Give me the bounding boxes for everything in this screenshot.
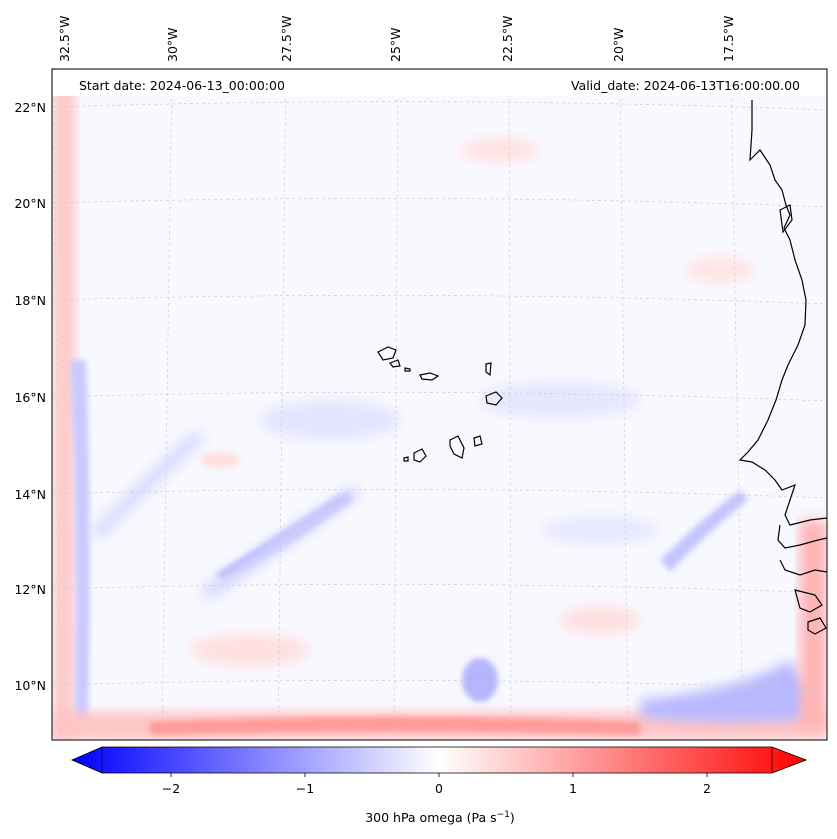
island-santiago (449, 435, 465, 459)
guinea-bissau-coastline (779, 559, 827, 576)
start-date-label: Start date: 2024-06-13_00:00:00 (79, 78, 285, 93)
colorbar-label-0: 0 (435, 781, 443, 796)
lat-label-18n: 18°N (14, 293, 46, 308)
lat-label-12n: 12°N (14, 582, 46, 597)
lon-label-30w: 30°W (165, 27, 180, 62)
longitude-labels: 32.5°W 30°W 27.5°W 25°W 22.5°W 20°W 17.5… (57, 16, 736, 62)
island-boa-vista (485, 391, 503, 406)
colorbar: −2 −1 0 1 2 300 hPa omega (Pa s−1) (70, 746, 808, 825)
valid-date-label: Valid_date: 2024-06-13T16:00:00.00 (571, 78, 800, 93)
coastal-island (807, 617, 827, 635)
bissagos-islands (794, 589, 823, 613)
south-strong-band (150, 717, 640, 735)
lon-label-27-5w: 27.5°W (279, 16, 294, 62)
map-background (52, 69, 827, 740)
lon-label-25w: 25°W (388, 27, 403, 62)
colorbar-title-exponent: −1 (497, 810, 510, 820)
colorbar-ticks (170, 773, 708, 777)
lat-label-16n: 16°N (14, 390, 46, 405)
west-descent-band (70, 360, 90, 720)
island-fogo (413, 448, 427, 463)
island-santo-antao (377, 346, 397, 361)
omega-field (52, 69, 827, 740)
east-boundary-band (800, 520, 827, 730)
colorbar-label-2: 2 (703, 781, 711, 796)
gridline-lat-10n (52, 680, 827, 690)
lon-label-20w: 20°W (611, 27, 626, 62)
colorbar-title-close: ) (510, 810, 515, 825)
colorbar-label-neg2: −2 (162, 781, 180, 796)
map-panel: Start date: 2024-06-13_00:00:00 Valid_da… (51, 68, 828, 741)
lat-label-20n: 20°N (14, 196, 46, 211)
light-updraft-area-2 (190, 634, 310, 666)
light-updraft-area-1 (460, 138, 540, 162)
colorbar-body (70, 746, 808, 774)
light-descent-area-3 (540, 516, 660, 544)
gambia-coastline (777, 524, 827, 549)
light-descent-area-1 (260, 400, 400, 440)
south-central-descent-patch (462, 658, 498, 702)
latitude-labels: 22°N 20°N 18°N 16°N 14°N 12°N 10°N (14, 100, 46, 693)
map-frame (51, 68, 828, 741)
colorbar-tick-labels: −2 −1 0 1 2 (162, 781, 711, 796)
lon-label-22-5w: 22.5°W (500, 16, 515, 62)
gridline-lat-16n (52, 392, 827, 402)
west-boundary-updraft-band (53, 69, 75, 740)
western-descent-streak (90, 430, 205, 540)
lat-label-14n: 14°N (14, 487, 46, 502)
island-maio (473, 435, 483, 447)
coastal-feature (779, 204, 793, 234)
southeast-descent-patch (640, 660, 815, 723)
gridline-lat-22n (52, 101, 827, 111)
light-updraft-area-4 (685, 256, 755, 284)
island-sal (485, 362, 492, 377)
cape-verde-islands (377, 346, 503, 463)
island-sao-nicolau (419, 372, 440, 381)
central-descent-halo (200, 485, 360, 600)
lat-label-22n: 22°N (14, 100, 46, 115)
gridline-lat-14n (52, 489, 827, 499)
west-africa-coastline (738, 100, 827, 526)
colorbar-title: 300 hPa omega (Pa s−1) (365, 810, 515, 825)
gridline-lat-18n (52, 295, 827, 305)
gridline-lat-20n (52, 198, 827, 208)
colorbar-label-1: 1 (569, 781, 577, 796)
lon-label-32-5w: 32.5°W (57, 16, 72, 62)
gridlines (52, 69, 827, 740)
island-santa-luzia (404, 367, 411, 372)
gridline-lat-12n (52, 584, 827, 594)
island-sao-vicente (389, 359, 401, 368)
lat-label-10n: 10°N (14, 678, 46, 693)
colorbar-title-text: 300 hPa omega (Pa s (365, 810, 496, 825)
light-descent-area-2 (480, 382, 640, 418)
light-updraft-area-5 (200, 452, 240, 468)
eastern-descent-streak (660, 490, 748, 572)
lon-label-17-5w: 17.5°W (721, 16, 736, 62)
colorbar-label-neg1: −1 (296, 781, 314, 796)
coastlines (738, 100, 827, 635)
island-brava (403, 456, 409, 462)
header-strip (53, 70, 827, 96)
light-updraft-area-3 (560, 606, 640, 634)
